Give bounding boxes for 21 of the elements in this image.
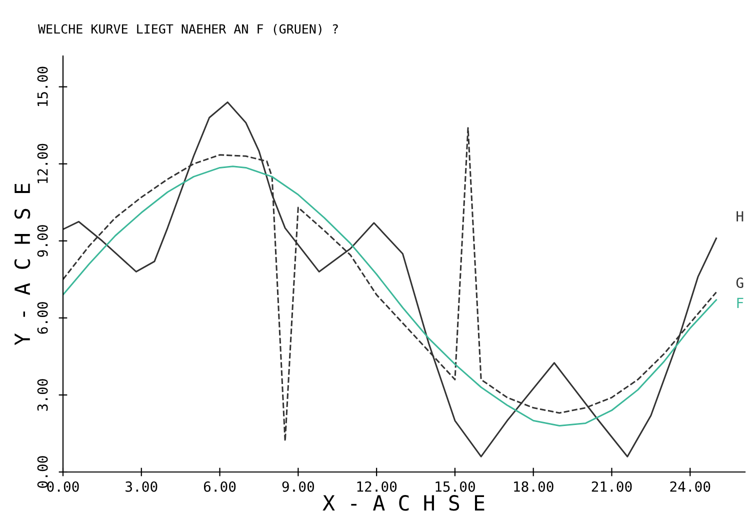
x-tick-label: 0.00 [47, 481, 79, 492]
chart-title: WELCHE KURVE LIEGT NAEHER AN F (GRUEN) ? [38, 24, 338, 36]
y-tick-label: 12.00 [37, 144, 48, 184]
x-tick-label: 6.00 [204, 481, 236, 492]
y-tick-label: 15.00 [37, 66, 48, 106]
x-tick-label: 3.00 [126, 481, 158, 492]
series-label: G [736, 277, 744, 288]
series-label: F [737, 298, 744, 308]
x-tick-label: 9.00 [282, 481, 314, 492]
y-axis-title: Y - A C H S E [14, 184, 30, 346]
x-tick-label: 15.00 [436, 481, 475, 492]
y-tick-label: 3.00 [37, 379, 48, 411]
x-tick-label: 21.00 [592, 481, 632, 492]
x-tick-label: 24.00 [670, 481, 710, 492]
x-axis-title: X - A C H S E [322, 495, 484, 511]
series-label: H [736, 211, 744, 222]
x-tick-label: 12.00 [357, 481, 397, 492]
line-series [63, 166, 718, 427]
x-tick-label: 18.00 [514, 481, 554, 492]
y-tick-label: 6.00 [37, 302, 48, 334]
y-tick-label: 9.00 [37, 225, 48, 257]
